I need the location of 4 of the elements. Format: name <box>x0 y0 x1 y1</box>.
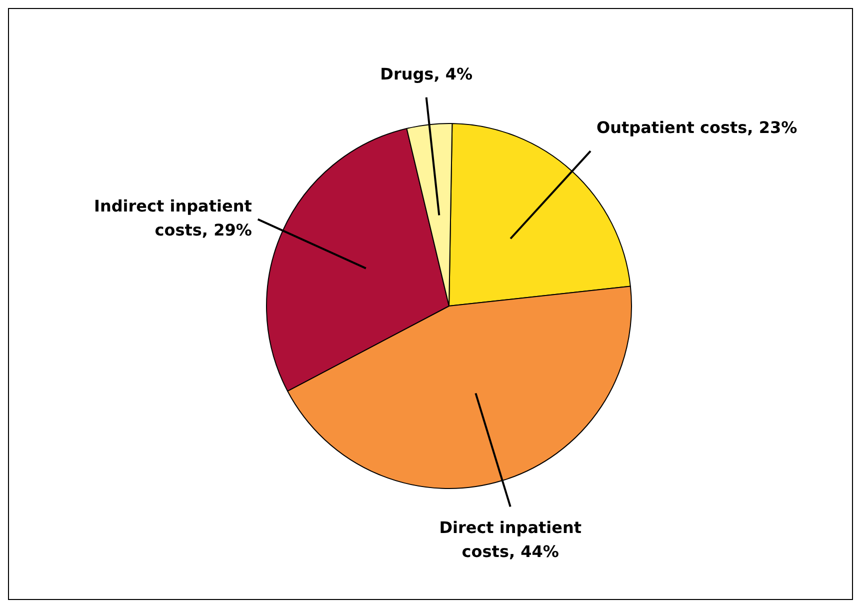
slice-label: Indirect inpatient costs, 29% <box>94 196 252 240</box>
slice-label: Direct inpatient costs, 44% <box>439 518 582 561</box>
slice-label: Outpatient costs, 23% <box>596 118 798 138</box>
slice-label: Drugs, 4% <box>380 64 473 84</box>
